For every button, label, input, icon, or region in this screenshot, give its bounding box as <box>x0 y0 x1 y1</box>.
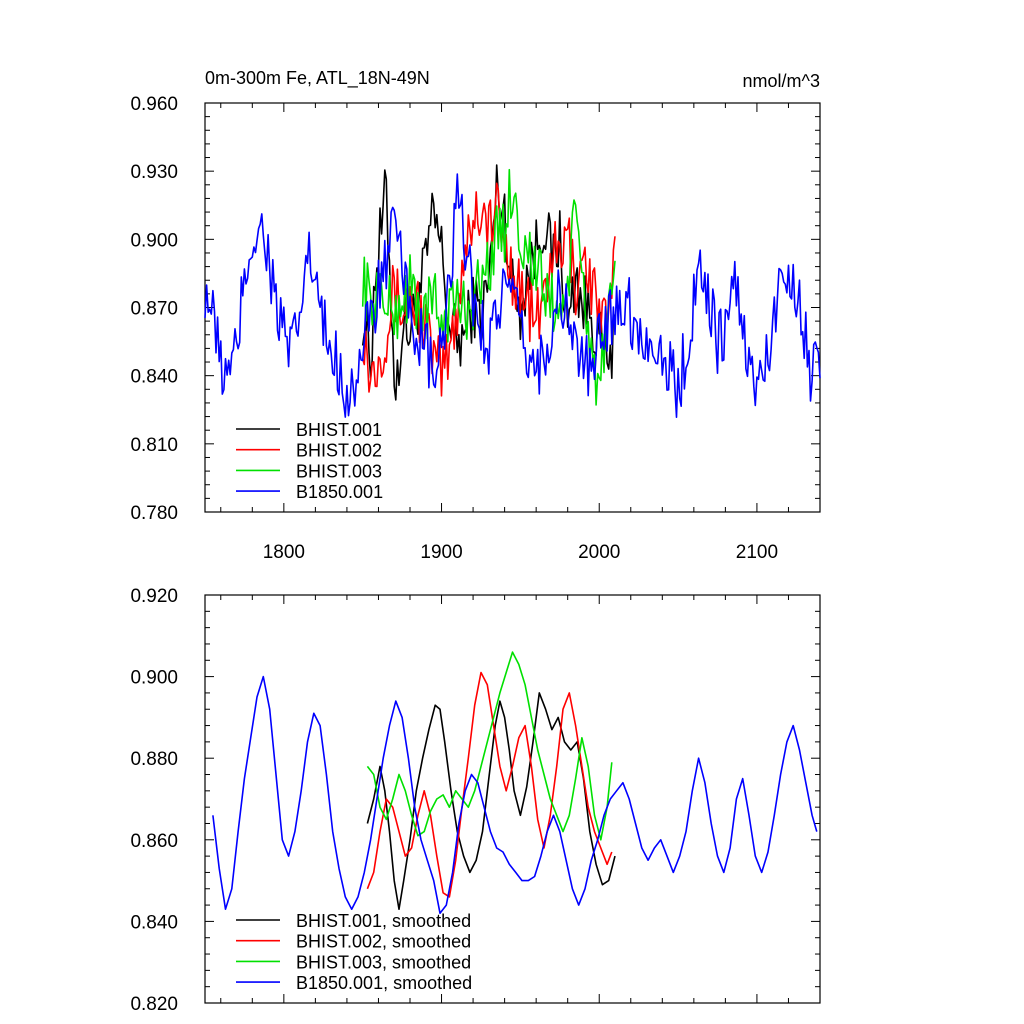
series-line-2 <box>366 671 613 898</box>
legend-label: BHIST.001 <box>296 420 382 440</box>
legend-label: BHIST.002 <box>296 441 382 461</box>
x-tick-label: 1900 <box>420 542 462 563</box>
y-tick-label: 0.820 <box>130 994 178 1015</box>
y-tick-label: 0.840 <box>130 912 178 933</box>
y-tick-label: 0.920 <box>130 586 178 607</box>
y-tick-label: 0.880 <box>130 749 178 770</box>
plot-frame <box>204 594 821 1004</box>
series-line-1 <box>366 692 616 910</box>
y-tick-label: 0.900 <box>130 668 178 689</box>
top-panel: 0m-300m Fe, ATL_18N-49N nmol/m^3 0.780 0.… <box>130 68 821 563</box>
legend-label: B1850.001 <box>296 482 383 502</box>
x-tick-label: 2100 <box>736 542 778 563</box>
series-line-3 <box>366 651 613 841</box>
bottom-panel: 0.820 0.840 0.860 0.880 0.900 0.920 BHIST.001,… <box>130 586 821 1015</box>
y-tick-label: 0.900 <box>130 230 178 251</box>
legend-label: BHIST.001, smoothed <box>296 911 471 931</box>
y-tick-label: 0.960 <box>130 94 178 115</box>
series-line-4 <box>204 173 821 418</box>
legend-label: BHIST.003 <box>296 461 382 481</box>
units-label: nmol/m^3 <box>743 71 820 91</box>
chart-title: 0m-300m Fe, ATL_18N-49N <box>205 68 430 89</box>
series-line-2 <box>361 182 616 397</box>
legend-label: B1850.001, smoothed <box>296 973 472 993</box>
x-tick-label: 2000 <box>578 542 620 563</box>
y-tick-label: 0.870 <box>130 299 178 320</box>
y-tick-label: 0.780 <box>130 503 178 524</box>
legend-label: BHIST.003, smoothed <box>296 952 471 972</box>
y-tick-label: 0.810 <box>130 435 178 456</box>
y-tick-label: 0.860 <box>130 831 178 852</box>
legend-label: BHIST.002, smoothed <box>296 932 471 952</box>
y-tick-label: 0.840 <box>130 367 178 388</box>
x-tick-label: 1800 <box>263 542 305 563</box>
y-tick-label: 0.930 <box>130 162 178 183</box>
series-line-4 <box>212 675 818 914</box>
